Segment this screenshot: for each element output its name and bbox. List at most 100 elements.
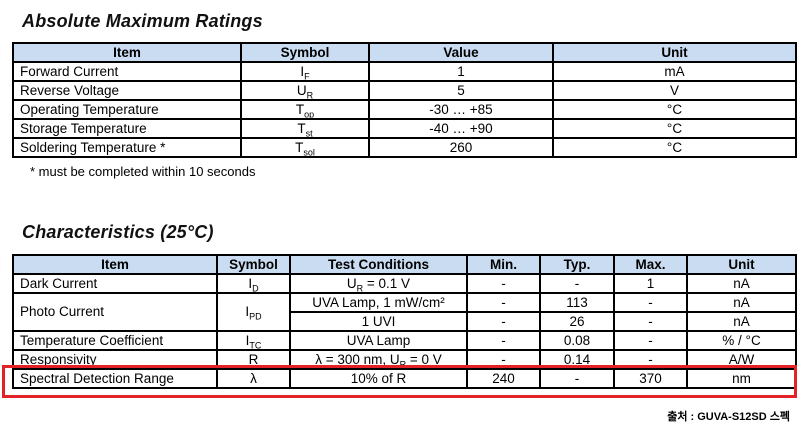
unit-cell: A/W — [686, 349, 797, 370]
table-row: Reverse Voltage UR 5 V — [12, 80, 797, 101]
item-cell: Photo Current — [12, 292, 218, 332]
char-header-typ: Typ. — [539, 254, 615, 275]
cond-post: = 0.1 V — [363, 275, 411, 291]
symbol-cell: IF — [240, 61, 370, 82]
unit-cell: °C — [552, 118, 797, 139]
typ-cell: - — [539, 368, 615, 389]
table-row-responsivity: Responsivity R λ = 300 nm, UR = 0 V - 0.… — [12, 349, 797, 370]
max-cell: - — [613, 349, 688, 370]
characteristics-table: Item Symbol Test Conditions Min. Typ. Ma… — [12, 254, 797, 389]
abs-header-unit: Unit — [552, 42, 797, 63]
char-header-max: Max. — [613, 254, 688, 275]
table-row: Storage Temperature Tst -40 … +90 °C — [12, 118, 797, 139]
char-header-item: Item — [12, 254, 218, 275]
item-cell: Dark Current — [12, 273, 218, 294]
item-cell: Temperature Coefficient — [12, 330, 218, 351]
max-cell: 370 — [613, 368, 688, 389]
symbol-cell: ITC — [216, 330, 291, 351]
symbol-subscript: sol — [303, 147, 315, 157]
abs-header-symbol: Symbol — [240, 42, 370, 63]
symbol-subscript: R — [306, 90, 314, 100]
min-cell: - — [466, 273, 541, 294]
absolute-maximum-ratings-table: Item Symbol Value Unit Forward Current I… — [12, 42, 797, 158]
table-row: Soldering Temperature * Tsol 260 °C — [12, 137, 797, 158]
symbol-base: I — [300, 63, 305, 79]
cond-pre: λ = 300 nm, U — [315, 351, 400, 367]
unit-cell: nA — [686, 292, 797, 313]
char-header-symbol: Symbol — [216, 254, 291, 275]
value-cell: 5 — [368, 80, 554, 101]
typ-cell: 26 — [539, 311, 615, 332]
typ-cell: 0.14 — [539, 349, 615, 370]
item-cell: Storage Temperature — [12, 118, 242, 139]
table-row-photo-current-2: 1 UVI - 26 - nA — [13, 311, 797, 332]
test-conditions-cell: λ = 300 nm, UR = 0 V — [289, 349, 468, 370]
test-conditions-cell: 10% of R — [289, 368, 468, 389]
unit-cell: V — [552, 80, 797, 101]
typ-cell: 0.08 — [539, 330, 615, 351]
abs-header-value: Value — [368, 42, 554, 63]
abs-header-item: Item — [12, 42, 242, 63]
section-title-absolute-maximum-ratings: Absolute Maximum Ratings — [22, 11, 263, 31]
table-row-spectral-detection-range: Spectral Detection Range λ 10% of R 240 … — [12, 368, 797, 389]
symbol-cell: Tst — [240, 118, 370, 139]
value-cell: 1 — [368, 61, 554, 82]
char-header-min: Min. — [466, 254, 541, 275]
symbol-base: R — [248, 351, 259, 367]
unit-cell: mA — [552, 61, 797, 82]
symbol-base: I — [248, 275, 253, 291]
value-cell: -40 … +90 — [368, 118, 554, 139]
typ-cell: 113 — [539, 292, 615, 313]
symbol-cell: Top — [240, 99, 370, 120]
symbol-subscript: TC — [249, 340, 262, 350]
typ-cell: - — [539, 273, 615, 294]
max-cell: - — [613, 330, 688, 351]
cond-subscript: R — [399, 359, 407, 369]
char-header-test-conditions: Test Conditions — [289, 254, 468, 275]
char-header-unit: Unit — [686, 254, 797, 275]
cond-pre: U — [346, 275, 357, 291]
table-row: Operating Temperature Top -30 … +85 °C — [12, 99, 797, 120]
symbol-subscript: F — [304, 71, 310, 81]
unit-cell: nA — [686, 311, 797, 332]
unit-cell: nm — [686, 368, 797, 389]
symbol-subscript: D — [252, 283, 259, 293]
symbol-cell: R — [216, 349, 291, 370]
unit-cell: °C — [552, 99, 797, 120]
test-conditions-cell: UVA Lamp — [289, 330, 468, 351]
cond-subscript: R — [356, 283, 364, 293]
unit-cell: nA — [686, 273, 797, 294]
symbol-subscript: op — [304, 109, 315, 119]
item-cell: Operating Temperature — [12, 99, 242, 120]
symbol-base: I — [245, 332, 250, 348]
max-cell: - — [613, 292, 688, 313]
symbol-cell: UR — [240, 80, 370, 101]
characteristics-table-wrap: Item Symbol Test Conditions Min. Typ. Ma… — [2, 254, 797, 398]
value-cell: -30 … +85 — [368, 99, 554, 120]
source-note: 출처 : GUVA-S12SD 스펙 — [667, 411, 790, 423]
item-cell: Reverse Voltage — [12, 80, 242, 101]
symbol-base: λ — [250, 370, 257, 386]
footnote: * must be completed within 10 seconds — [30, 164, 256, 179]
min-cell: - — [466, 311, 541, 332]
item-cell: Soldering Temperature * — [12, 137, 242, 158]
symbol-base: T — [295, 139, 304, 155]
unit-cell: % / °C — [686, 330, 797, 351]
symbol-base: U — [296, 82, 307, 98]
max-cell: - — [613, 311, 688, 332]
item-cell: Forward Current — [12, 61, 242, 82]
min-cell: - — [466, 292, 541, 313]
table-row-temperature-coefficient: Temperature Coefficient ITC UVA Lamp - 0… — [12, 330, 797, 351]
test-conditions-cell: UVA Lamp, 1 mW/cm² — [289, 292, 468, 313]
min-cell: 240 — [466, 368, 541, 389]
min-cell: - — [466, 349, 541, 370]
cond-post: = 0 V — [406, 351, 442, 367]
symbol-cell: IPD — [216, 292, 291, 332]
table-row: Forward Current IF 1 mA — [12, 61, 797, 82]
char-header-row: Item Symbol Test Conditions Min. Typ. Ma… — [12, 254, 797, 275]
item-cell: Spectral Detection Range — [12, 368, 218, 389]
table-row-photo-current-1: Photo Current IPD UVA Lamp, 1 mW/cm² - 1… — [12, 292, 797, 332]
test-conditions-cell: 1 UVI — [289, 311, 468, 332]
symbol-cell: λ — [216, 368, 291, 389]
